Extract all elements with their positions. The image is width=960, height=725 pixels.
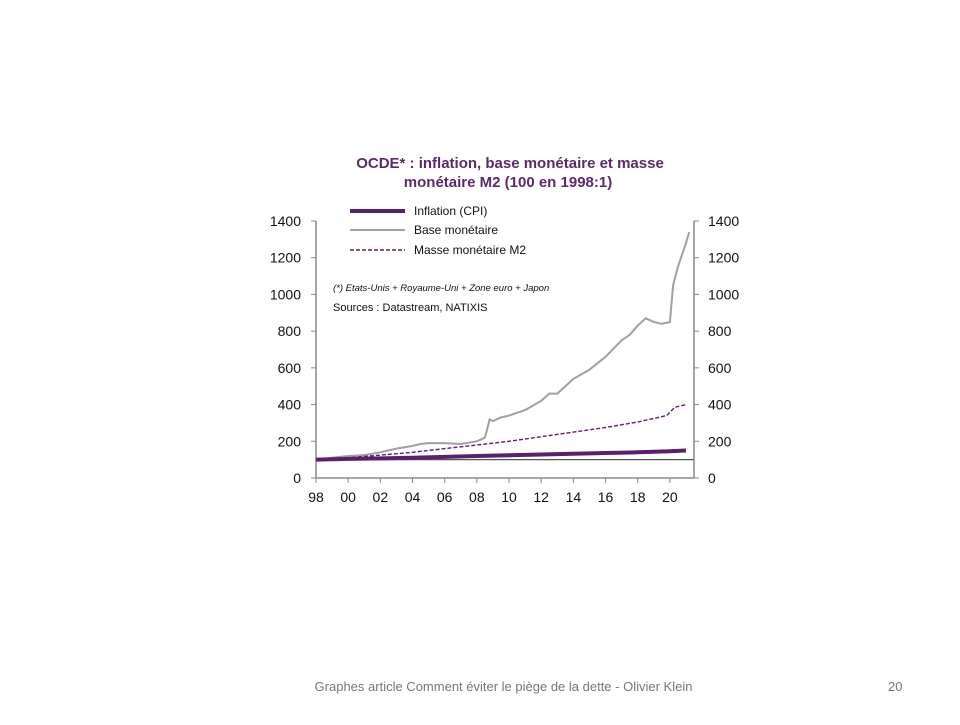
series-layer — [315, 231, 691, 462]
x-tick-label: 14 — [566, 489, 582, 505]
chart-title-line1: OCDE* : inflation, base monétaire et mas… — [356, 155, 664, 172]
y-tick-label-left: 400 — [278, 397, 302, 413]
page-number: 20 — [888, 679, 903, 694]
y-tick-label-right: 1200 — [708, 250, 739, 266]
x-tick-label: 04 — [405, 489, 421, 505]
y-tick-label-right: 1400 — [708, 213, 739, 229]
legend-label-inflation: Inflation (CPI) — [414, 204, 487, 218]
x-tick-label: 98 — [308, 489, 324, 505]
x-tick-label: 02 — [373, 489, 389, 505]
chart-title-line2: monétaire M2 (100 en 1998:1) — [404, 174, 612, 191]
y-tick-label-left: 800 — [278, 323, 302, 339]
y-tick-label-left: 600 — [278, 360, 302, 376]
x-tick-label: 18 — [630, 489, 646, 505]
x-tick-label: 08 — [469, 489, 485, 505]
y-tick-label-right: 200 — [708, 433, 732, 449]
footer-caption: Graphes article Comment éviter le piège … — [314, 679, 693, 694]
y-tick-label-left: 0 — [293, 470, 301, 486]
y-tick-label-left: 1200 — [270, 250, 301, 266]
y-tick-label-left: 200 — [278, 433, 302, 449]
series-masse-m2-line — [315, 403, 687, 461]
y-tick-label-right: 600 — [708, 360, 732, 376]
y-tick-label-right: 1000 — [708, 286, 739, 302]
chart-source: Sources : Datastream, NATIXIS — [333, 302, 487, 314]
x-tick-label: 16 — [598, 489, 614, 505]
x-tick-label: 00 — [340, 489, 356, 505]
y-tick-label-right: 800 — [708, 323, 732, 339]
y-tick-label-right: 0 — [708, 470, 716, 486]
y-tick-label-left: 1000 — [270, 286, 301, 302]
series-inflation-line — [315, 448, 687, 462]
y-tick-label-right: 400 — [708, 397, 732, 413]
x-tick-label: 10 — [501, 489, 517, 505]
x-tick-label: 06 — [437, 489, 453, 505]
x-tick-label: 20 — [662, 489, 678, 505]
chart-note: (*) Etats-Unis + Royaume-Uni + Zone euro… — [333, 283, 549, 294]
y-tick-label-left: 1400 — [270, 213, 301, 229]
legend-label-m2: Masse monétaire M2 — [414, 243, 526, 257]
legend-label-base: Base monétaire — [414, 223, 498, 237]
series-base-monetaire-line — [315, 231, 691, 461]
legend: Inflation (CPI) Base monétaire Masse mon… — [350, 204, 526, 257]
x-tick-label: 12 — [533, 489, 549, 505]
